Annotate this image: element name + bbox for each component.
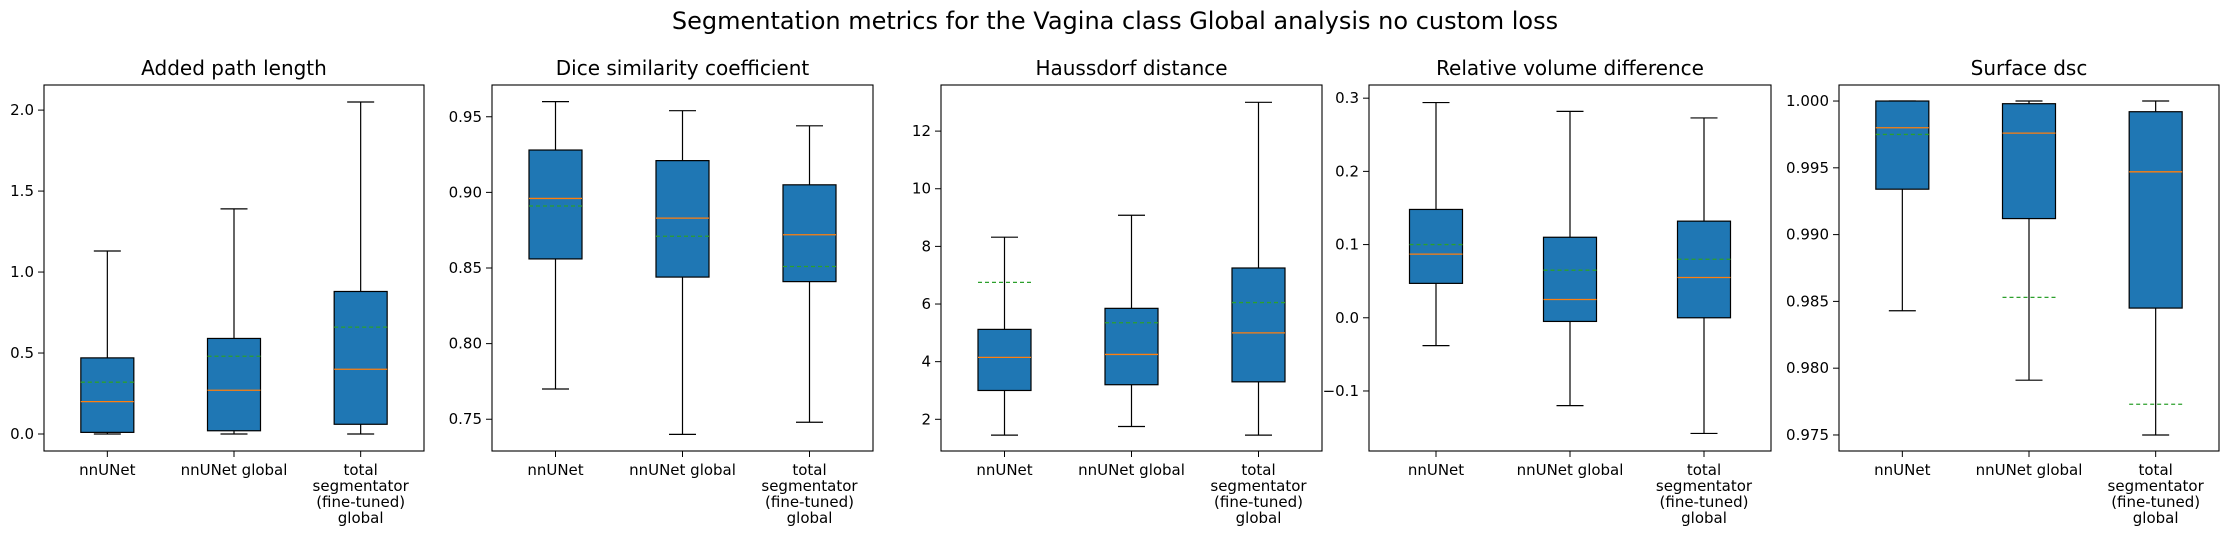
subplot-title: Surface dsc bbox=[1971, 56, 2088, 80]
box-3 bbox=[1676, 117, 1732, 435]
box-1 bbox=[528, 101, 583, 390]
y-tick-label: 8 bbox=[921, 237, 931, 255]
y-tick-label: 0.85 bbox=[449, 259, 482, 277]
axes-frame bbox=[43, 84, 425, 452]
y-tick-label: 0.80 bbox=[449, 335, 482, 353]
x-tick-label: nnUNet bbox=[79, 461, 135, 479]
subplot-3: Haussdorf distance 2 4 6 8 10 12 nnUNet nnUNet g… bbox=[912, 56, 1323, 527]
subplot-1: Added path length 0.0 0.5 1.0 1.5 2.0 nnUNet nn… bbox=[10, 56, 425, 527]
y-tick-label: 0.0 bbox=[1335, 309, 1359, 327]
x-tick-label: total segmentator (fine-tuned) global bbox=[2108, 461, 2205, 527]
box-1 bbox=[1408, 101, 1464, 347]
iqr-box bbox=[1542, 236, 1598, 323]
subplot-4: Relative volume difference −0.1 0.0 0.1 0.2 0… bbox=[1323, 56, 1772, 527]
x-tick-label: nnUNet global bbox=[629, 461, 736, 479]
axes-frame bbox=[940, 84, 1323, 452]
box-2 bbox=[1542, 110, 1598, 407]
iqr-box bbox=[782, 184, 837, 283]
subplot-title: Dice similarity coefficient bbox=[556, 56, 810, 80]
box-3 bbox=[1231, 101, 1286, 436]
x-tick-label: total segmentator (fine-tuned) global bbox=[313, 461, 410, 527]
box-2 bbox=[1104, 214, 1159, 428]
subplot-5: Surface dsc 0.975 0.980 0.985 0.990 0.995 1.00… bbox=[1786, 56, 2220, 527]
y-tick-label: 1.000 bbox=[1786, 92, 1829, 110]
box-3 bbox=[2128, 100, 2183, 436]
x-tick-label: total segmentator (fine-tuned) global bbox=[761, 461, 858, 527]
x-tick-label: nnUNet global bbox=[181, 461, 288, 479]
y-tick-label: 1.5 bbox=[10, 182, 34, 200]
y-tick-label: 0.95 bbox=[449, 108, 482, 126]
y-tick-label: 0.5 bbox=[10, 344, 34, 362]
iqr-box bbox=[1104, 307, 1159, 386]
y-tick-label: 0.985 bbox=[1786, 292, 1829, 310]
y-tick-label: 2 bbox=[921, 410, 931, 428]
y-tick-label: 0.75 bbox=[449, 410, 482, 428]
y-tick-label: 4 bbox=[921, 353, 931, 371]
x-tick-label: nnUNet bbox=[527, 461, 583, 479]
subplot-title: Haussdorf distance bbox=[1035, 56, 1227, 80]
iqr-box bbox=[2128, 111, 2183, 309]
box-2 bbox=[206, 208, 262, 435]
subplot-2: Dice similarity coefficient 0.75 0.80 0.85 0… bbox=[449, 56, 874, 527]
iqr-box bbox=[655, 160, 710, 278]
axes-frame bbox=[1368, 84, 1772, 452]
figure-title: Segmentation metrics for the Vagina clas… bbox=[671, 7, 1559, 35]
iqr-box bbox=[1408, 208, 1464, 284]
x-tick-label: total segmentator (fine-tuned) global bbox=[1656, 461, 1753, 527]
x-tick-label: nnUNet global bbox=[1517, 461, 1624, 479]
box-2 bbox=[655, 110, 710, 435]
x-tick-label: nnUNet global bbox=[1078, 461, 1185, 479]
subplot-title: Relative volume difference bbox=[1436, 56, 1704, 80]
x-tick-label: nnUNet global bbox=[1976, 461, 2083, 479]
y-tick-label: 0.2 bbox=[1335, 162, 1359, 180]
y-tick-label: 6 bbox=[921, 295, 931, 313]
box-1 bbox=[1875, 100, 1930, 312]
iqr-box bbox=[528, 149, 583, 260]
iqr-box bbox=[1875, 100, 1930, 190]
y-tick-label: 12 bbox=[912, 122, 931, 140]
iqr-box bbox=[1676, 220, 1732, 319]
iqr-box bbox=[2001, 103, 2057, 220]
box-3 bbox=[333, 101, 388, 435]
y-tick-label: 0.975 bbox=[1786, 426, 1829, 444]
y-tick-label: 1.0 bbox=[10, 263, 34, 281]
y-tick-label: 2.0 bbox=[10, 101, 34, 119]
iqr-box bbox=[206, 337, 262, 432]
iqr-box bbox=[1231, 267, 1286, 383]
x-tick-label: nnUNet bbox=[1408, 461, 1464, 479]
box-2 bbox=[2001, 100, 2057, 381]
box-3 bbox=[782, 125, 837, 423]
iqr-box bbox=[333, 290, 388, 425]
x-tick-label: nnUNet bbox=[976, 461, 1032, 479]
y-tick-label: 0.980 bbox=[1786, 359, 1829, 377]
y-tick-label: 0.3 bbox=[1335, 89, 1359, 107]
y-tick-label: −0.1 bbox=[1323, 382, 1359, 400]
y-tick-label: 0.995 bbox=[1786, 159, 1829, 177]
y-tick-label: 0.0 bbox=[10, 425, 34, 443]
y-tick-label: 0.1 bbox=[1335, 236, 1359, 254]
axes-frame bbox=[491, 84, 874, 452]
y-tick-label: 0.90 bbox=[449, 183, 482, 201]
y-tick-label: 10 bbox=[912, 180, 931, 198]
x-tick-label: nnUNet bbox=[1874, 461, 1930, 479]
iqr-box bbox=[977, 328, 1032, 392]
box-1 bbox=[977, 236, 1032, 436]
x-tick-label: total segmentator (fine-tuned) global bbox=[1210, 461, 1307, 527]
y-tick-label: 0.990 bbox=[1786, 226, 1829, 244]
subplot-title: Added path length bbox=[141, 56, 327, 80]
box-1 bbox=[80, 250, 135, 435]
axes-frame bbox=[1838, 84, 2220, 452]
iqr-box bbox=[80, 357, 135, 433]
